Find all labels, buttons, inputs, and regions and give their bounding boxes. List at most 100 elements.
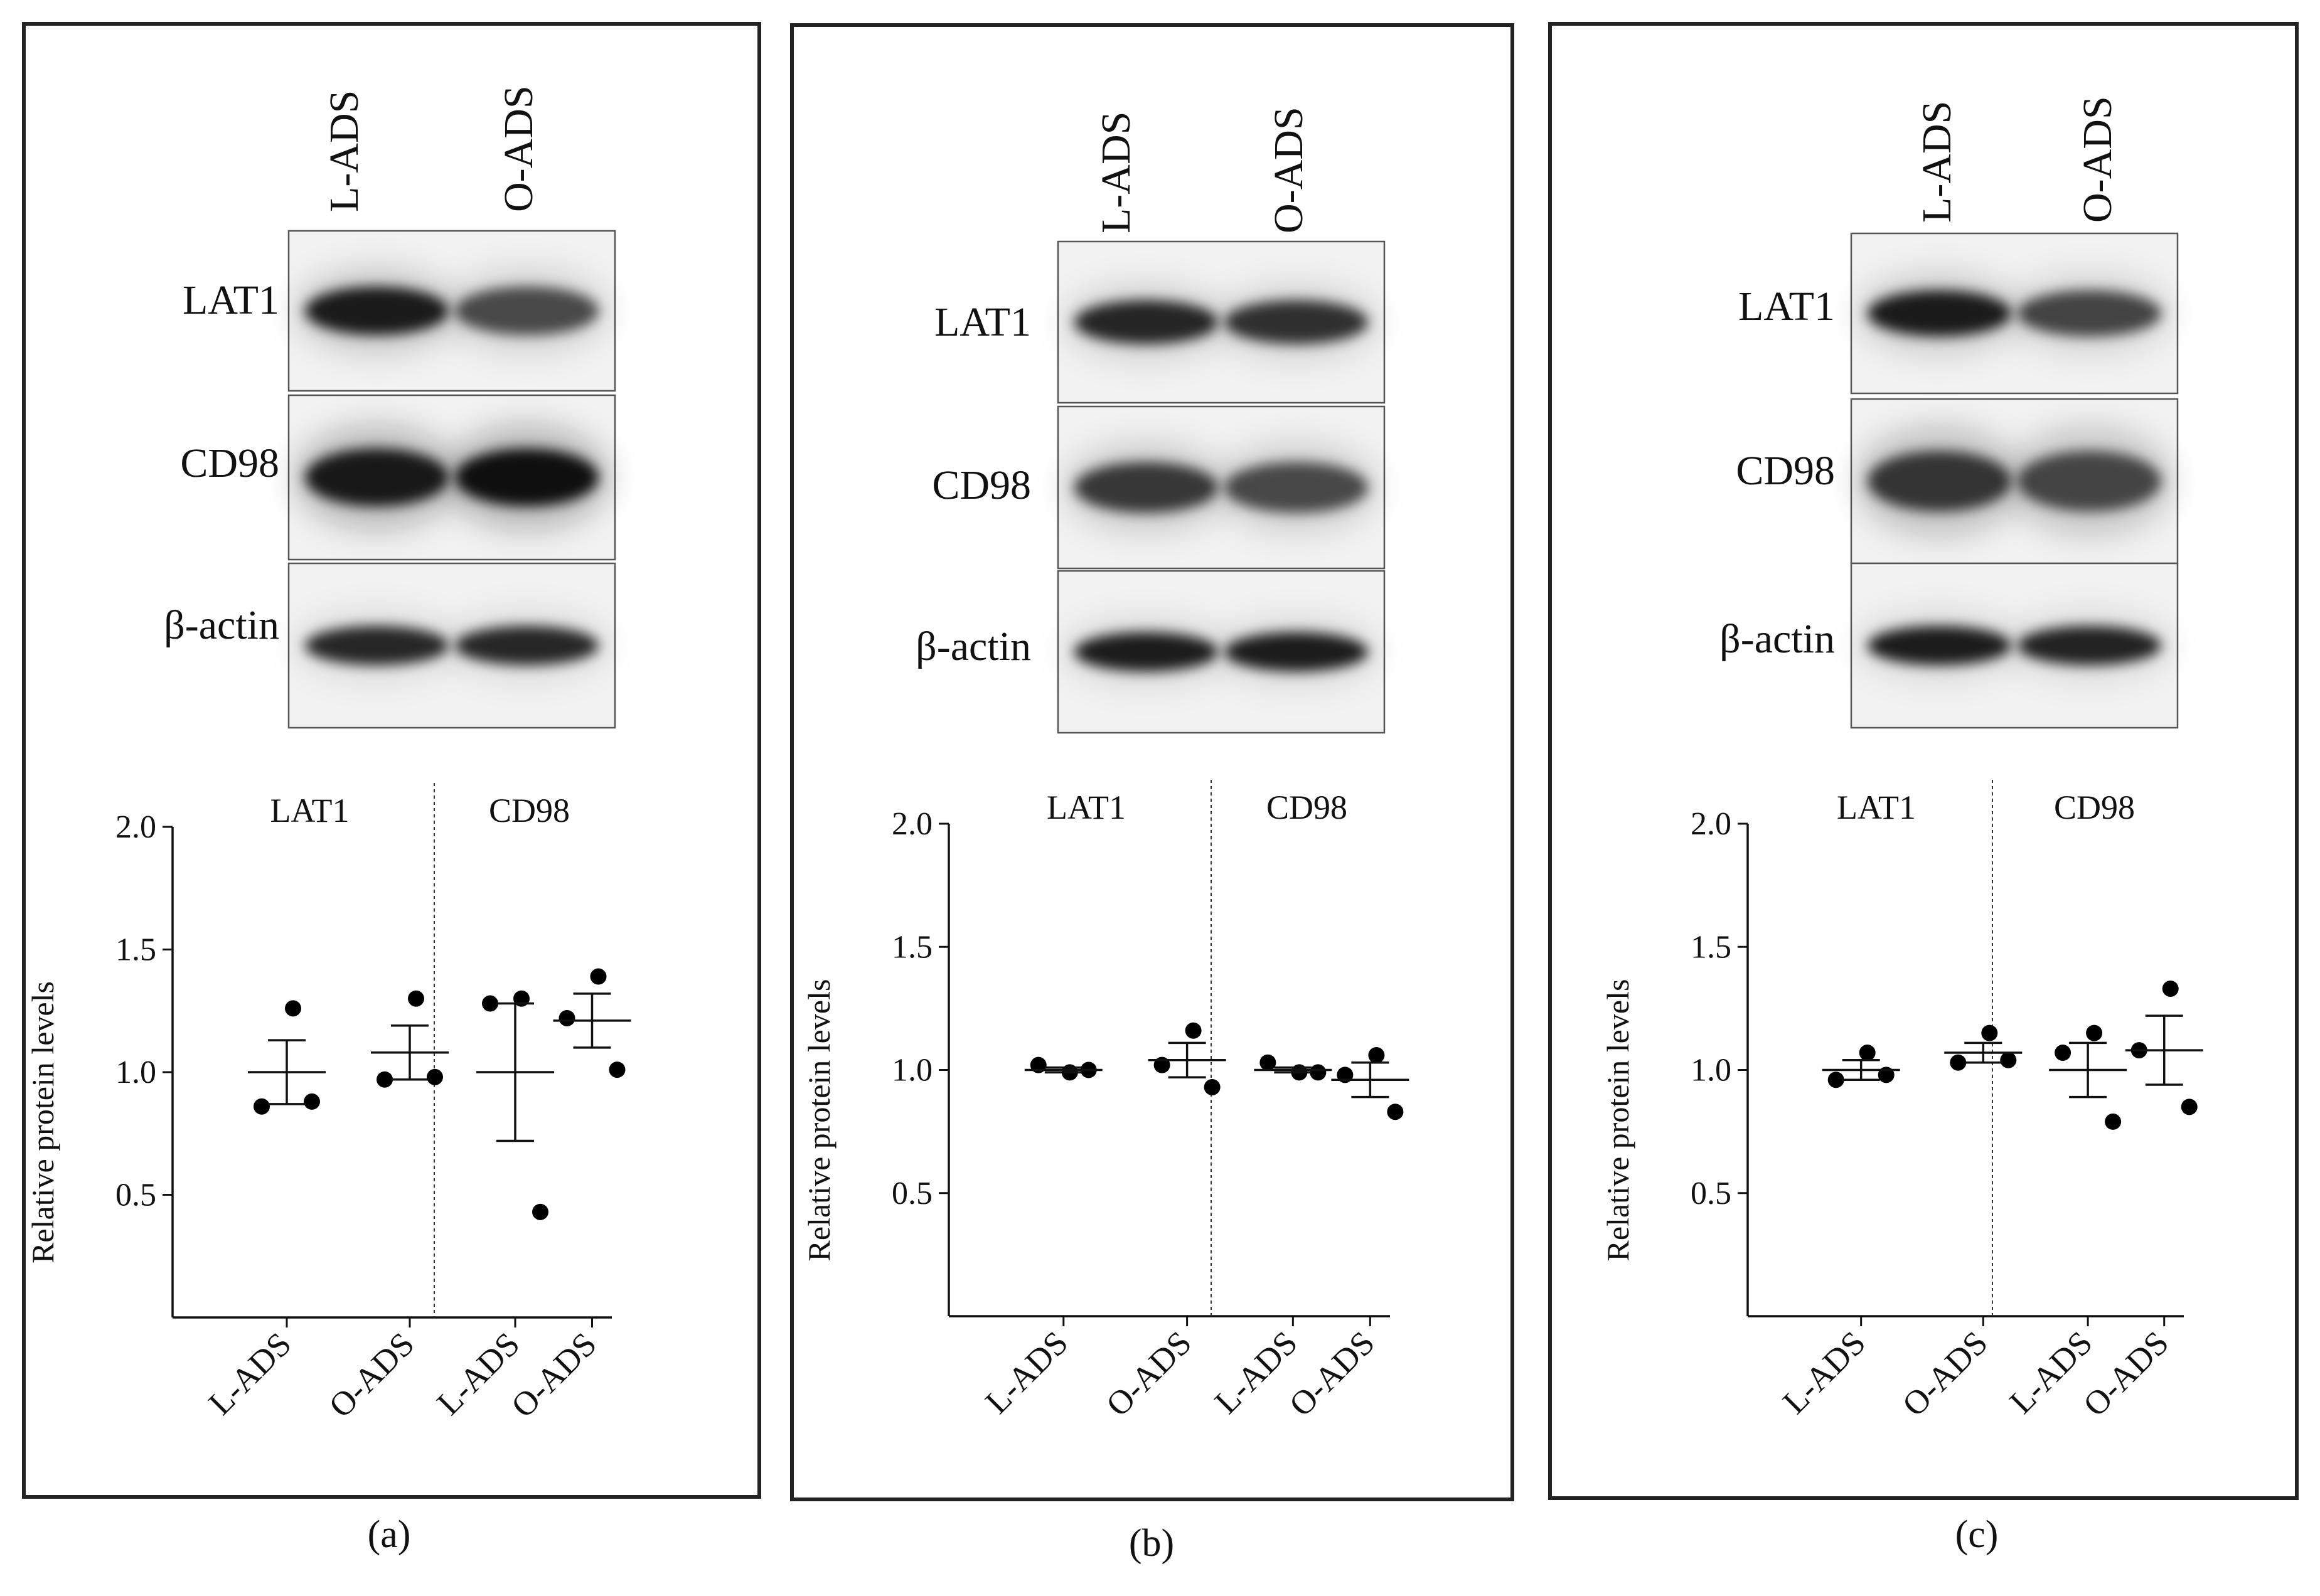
panel-b: L-ADS O-ADSLAT1CD98β-actin0.51.01.52.0Rel… xyxy=(790,23,1514,1565)
blot-label: β-actin xyxy=(1719,616,1835,662)
blot-label: LAT1 xyxy=(183,277,279,323)
x-tick-label: L-ADS xyxy=(978,1324,1075,1421)
blot-cd98 xyxy=(287,394,616,561)
blot-label: β-actin xyxy=(916,624,1031,669)
data-point xyxy=(590,968,607,985)
data-point xyxy=(1981,1024,1998,1041)
y-tick-label: 1.5 xyxy=(115,932,156,968)
data-point xyxy=(482,995,498,1012)
band xyxy=(455,448,599,507)
data-point xyxy=(304,1093,320,1110)
y-tick-label: 1.0 xyxy=(115,1055,156,1090)
y-tick-label: 0.5 xyxy=(892,1176,933,1211)
data-point xyxy=(1859,1045,1876,1061)
y-axis-label: Relative protein levels xyxy=(801,979,837,1262)
series-cd98-l-ads xyxy=(2049,1024,2127,1130)
band xyxy=(455,625,599,666)
series-lat1-o-ads xyxy=(1944,1024,2023,1071)
blot-label: LAT1 xyxy=(1738,284,1835,329)
y-tick-label: 1.5 xyxy=(892,929,933,965)
data-point xyxy=(1185,1022,1202,1039)
series-lat1-l-ads xyxy=(1024,1056,1103,1081)
lane-label: O-ADS xyxy=(1266,107,1312,233)
data-point xyxy=(2086,1024,2103,1041)
panel-label: (b) xyxy=(1129,1522,1174,1565)
x-tick-label: O-ADS xyxy=(1895,1324,1995,1423)
data-point xyxy=(2181,1099,2198,1115)
data-point xyxy=(1310,1064,1327,1081)
scatter-chart: 0.5 1.0 1.5 2.0 Relative protein levels LAT1 C… xyxy=(25,783,631,1425)
series-cd98-l-ads xyxy=(1254,1054,1332,1081)
series-lat1-l-ads xyxy=(248,1000,326,1115)
data-point xyxy=(377,1071,393,1088)
x-tick-label: L-ADS xyxy=(430,1325,527,1422)
series-cd98-o-ads xyxy=(2125,980,2203,1115)
blot-beta-actin xyxy=(1850,562,2179,729)
data-point xyxy=(1259,1054,1276,1071)
band xyxy=(2018,290,2162,337)
panel-frame xyxy=(790,23,1514,1501)
band xyxy=(2018,450,2162,512)
group-label: LAT1 xyxy=(1837,789,1916,826)
data-point xyxy=(532,1203,548,1220)
series-cd98-l-ads xyxy=(476,990,554,1220)
data-point xyxy=(254,1098,270,1115)
blot-label: CD98 xyxy=(180,440,279,486)
band xyxy=(1224,300,1368,344)
lane-label: L-ADS xyxy=(1093,112,1139,233)
data-point xyxy=(2162,980,2179,997)
lane-label: L-ADS xyxy=(1914,101,1960,223)
band xyxy=(1224,462,1368,513)
x-tick-label: O-ADS xyxy=(1282,1324,1382,1423)
blot-label: LAT1 xyxy=(934,299,1031,345)
blot-beta-actin xyxy=(1057,570,1386,734)
x-tick-label: L-ADS xyxy=(201,1325,299,1422)
series-lat1-o-ads xyxy=(371,990,449,1088)
band xyxy=(1074,632,1218,672)
series-cd98-o-ads xyxy=(553,968,631,1078)
x-tick-label: O-ADS xyxy=(504,1325,604,1425)
group-label: LAT1 xyxy=(1047,789,1126,826)
y-tick-label: 2.0 xyxy=(115,809,156,845)
band xyxy=(1074,462,1218,513)
band xyxy=(1868,290,2011,337)
blot-label: CD98 xyxy=(932,462,1031,508)
band xyxy=(1868,625,2011,666)
data-point xyxy=(1204,1078,1221,1095)
panel-frame xyxy=(22,22,761,1499)
band xyxy=(1224,632,1368,672)
band xyxy=(2018,625,2162,666)
blot-label: β-actin xyxy=(164,602,279,648)
series-lat1-l-ads xyxy=(1822,1045,1900,1088)
data-point xyxy=(1387,1104,1404,1120)
x-tick-label: L-ADS xyxy=(1207,1324,1305,1421)
band xyxy=(455,286,599,336)
lane-label: O-ADS xyxy=(2075,96,2120,223)
panel-c: L-ADS O-ADSLAT1CD98β-actin0.51.01.52.0Rel… xyxy=(1548,22,2299,1556)
x-tick-label: L-ADS xyxy=(1775,1324,1873,1421)
band xyxy=(305,625,449,666)
data-point xyxy=(2105,1113,2122,1130)
blot-lat1 xyxy=(1057,240,1386,404)
data-point xyxy=(1368,1046,1385,1063)
band xyxy=(1074,300,1218,344)
y-axis-label: Relative protein levels xyxy=(25,981,60,1264)
series-lat1-o-ads xyxy=(1148,1022,1226,1095)
group-label: CD98 xyxy=(2054,789,2135,826)
panel-a: L-ADS O-ADSLAT1CD98β-actin0.51.01.52.0Rel… xyxy=(22,22,761,1556)
series-cd98-o-ads xyxy=(1331,1046,1409,1120)
data-point xyxy=(2000,1051,2017,1068)
panel-frame xyxy=(1548,22,2299,1500)
lane-label: O-ADS xyxy=(496,85,542,212)
data-point xyxy=(285,1000,301,1017)
y-axis-label: Relative protein levels xyxy=(1600,979,1635,1262)
group-label: CD98 xyxy=(489,792,570,829)
data-point xyxy=(408,990,424,1007)
data-point xyxy=(609,1061,626,1078)
x-tick-label: O-ADS xyxy=(2076,1324,2176,1423)
y-tick-label: 1.0 xyxy=(892,1053,933,1088)
panel-label: (c) xyxy=(1955,1513,1999,1556)
data-point xyxy=(2055,1045,2071,1061)
blot-beta-actin xyxy=(287,562,616,729)
